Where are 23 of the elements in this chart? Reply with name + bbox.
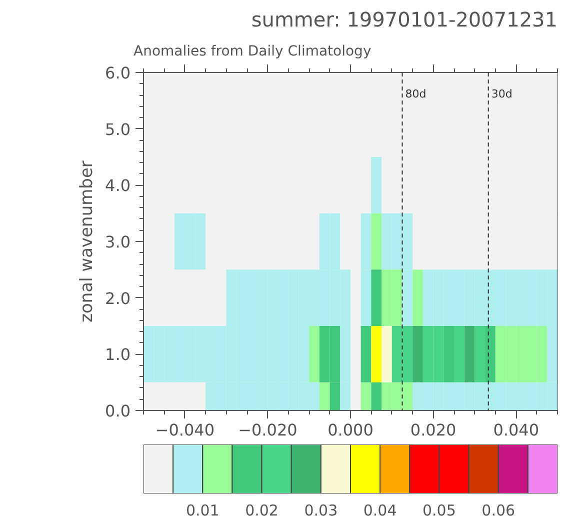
color-bar-label: 0.04 bbox=[363, 502, 397, 520]
y-tick-label: 1.0 bbox=[105, 345, 131, 364]
x-tick-label: −0.020 bbox=[238, 420, 298, 440]
color-bar-label: 0.05 bbox=[422, 502, 456, 520]
y-tick-label: 6.0 bbox=[105, 64, 131, 82]
x-tick-label: 0.040 bbox=[493, 420, 540, 440]
y-tick-label: 5.0 bbox=[105, 120, 131, 139]
y-tick-label: 4.0 bbox=[105, 176, 131, 196]
chart-title: summer: 19970101-20071231 bbox=[251, 8, 558, 32]
color-bar-label: 0.02 bbox=[245, 502, 278, 520]
color-bar-label: 0.03 bbox=[304, 502, 338, 520]
x-tick-label: 0.020 bbox=[410, 420, 456, 440]
color-bar-label: 0.06 bbox=[482, 502, 516, 520]
y-tick-label: 0.0 bbox=[105, 402, 131, 420]
y-axis-title: zonal wavenumber bbox=[77, 160, 98, 322]
ref-line-label: 80d bbox=[405, 88, 426, 100]
y-tick-label: 2.0 bbox=[105, 288, 131, 308]
x-tick-label: 0.000 bbox=[328, 420, 374, 440]
y-tick-label: 3.0 bbox=[105, 232, 131, 252]
chart-subtitle: Anomalies from Daily Climatology bbox=[134, 44, 372, 60]
ref-line-label: 30d bbox=[491, 88, 512, 100]
x-tick-label: −0.040 bbox=[155, 420, 215, 440]
color-bar-label: 0.01 bbox=[186, 502, 220, 520]
